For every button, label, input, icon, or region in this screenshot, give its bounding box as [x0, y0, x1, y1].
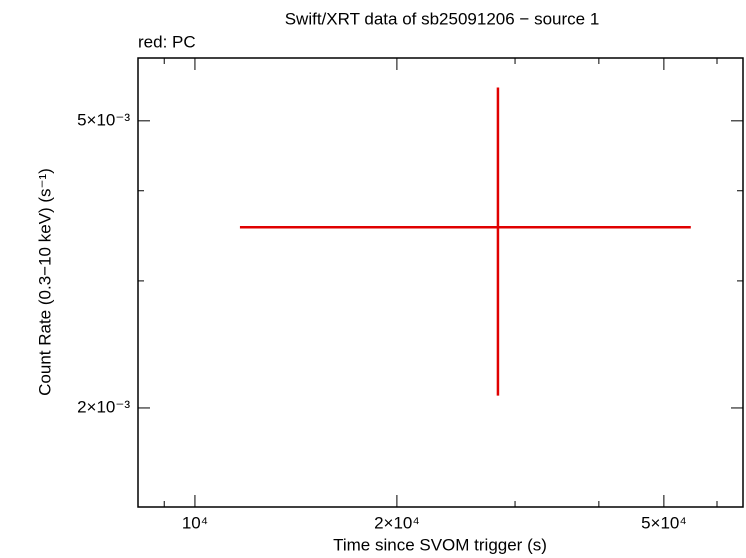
- x-axis-label: Time since SVOM trigger (s): [333, 535, 547, 554]
- chart-title: Swift/XRT data of sb25091206 − source 1: [285, 9, 600, 28]
- y-tick-label: 2×10⁻³: [77, 397, 130, 416]
- y-tick-label: 5×10⁻³: [77, 110, 130, 129]
- y-axis-label: Count Rate (0.3−10 keV) (s⁻¹): [35, 168, 54, 396]
- x-tick-label: 10⁴: [182, 513, 208, 532]
- plot-frame: [137, 57, 744, 508]
- x-tick-label: 2×10⁴: [374, 513, 420, 532]
- chart-subtitle: red: PC: [138, 32, 196, 51]
- x-tick-label: 5×10⁴: [641, 513, 687, 532]
